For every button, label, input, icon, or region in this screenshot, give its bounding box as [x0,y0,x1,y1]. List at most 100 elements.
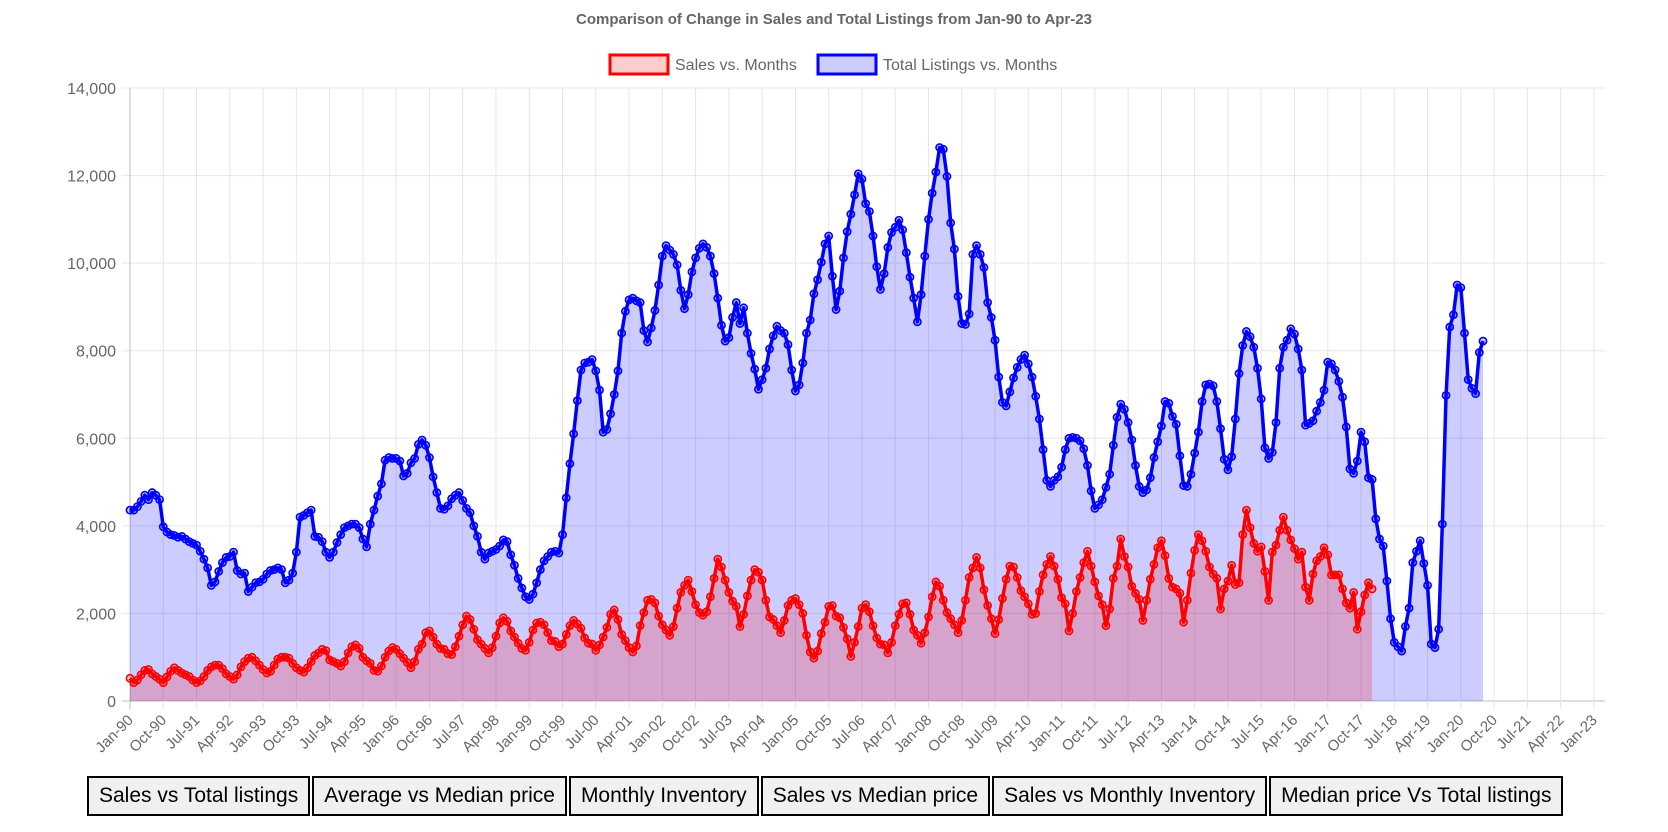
data-point[interactable] [1086,561,1096,571]
data-point[interactable] [986,313,996,322]
data-point[interactable] [1234,369,1244,378]
data-point[interactable] [1105,469,1115,479]
data-point[interactable] [1005,387,1015,397]
data-point[interactable] [717,320,726,330]
data-point[interactable] [842,634,852,644]
data-point[interactable] [1193,427,1203,437]
data-point[interactable] [1079,558,1089,568]
data-point[interactable] [535,565,545,575]
data-point[interactable] [1171,419,1181,429]
data-point[interactable] [1090,577,1100,587]
data-point[interactable] [365,658,375,668]
data-point[interactable] [1112,412,1122,422]
data-point[interactable] [839,623,848,632]
data-point[interactable] [428,472,438,482]
data-point[interactable] [1271,540,1281,550]
data-point[interactable] [495,541,505,551]
data-point[interactable] [1297,365,1307,375]
data-point[interactable] [1127,581,1137,591]
data-point[interactable] [1352,456,1362,466]
data-point[interactable] [687,267,697,277]
data-point[interactable] [1153,543,1163,553]
data-point[interactable] [155,495,164,504]
data-point[interactable] [432,488,442,497]
data-point[interactable] [595,385,604,395]
data-point[interactable] [532,578,542,588]
data-point[interactable] [628,647,638,657]
data-point[interactable] [961,320,970,329]
data-point[interactable] [558,639,567,649]
data-point[interactable] [539,620,549,630]
data-point[interactable] [1134,482,1144,491]
data-point[interactable] [1046,482,1055,491]
data-point[interactable] [1131,588,1140,598]
data-point[interactable] [879,269,889,279]
data-point[interactable] [1430,643,1440,652]
data-point[interactable] [454,488,464,497]
data-point[interactable] [469,521,479,531]
data-point[interactable] [373,491,383,501]
data-point[interactable] [277,565,286,575]
data-point[interactable] [890,222,900,232]
data-point[interactable] [983,601,993,610]
data-point[interactable] [1415,536,1425,546]
data-point[interactable] [528,625,538,635]
data-point[interactable] [192,540,201,550]
data-point[interactable] [1193,530,1203,540]
data-point[interactable] [861,199,871,208]
data-point[interactable] [617,328,627,338]
data-point[interactable] [1031,391,1041,401]
data-point[interactable] [1208,381,1218,391]
data-point[interactable] [1035,414,1044,424]
data-point[interactable] [465,508,475,518]
data-point[interactable] [920,251,930,261]
data-point[interactable] [1352,624,1362,634]
data-point[interactable] [953,628,963,638]
data-point[interactable] [1323,550,1333,560]
data-point[interactable] [240,568,249,578]
data-point[interactable] [417,639,427,649]
data-point[interactable] [521,645,530,655]
data-point[interactable] [717,562,726,572]
data-point[interactable] [802,630,811,640]
data-point[interactable] [787,365,797,375]
data-point[interactable] [1016,586,1026,596]
data-point[interactable] [1227,452,1237,462]
data-point[interactable] [665,630,675,640]
data-point[interactable] [938,144,948,154]
data-point[interactable] [506,550,516,560]
data-point[interactable] [1478,336,1488,346]
data-point[interactable] [946,218,956,228]
data-point[interactable] [672,603,682,613]
data-point[interactable] [1197,397,1207,406]
data-point[interactable] [1334,376,1344,386]
data-point[interactable] [1341,422,1351,432]
data-point[interactable] [1156,536,1166,546]
data-point[interactable] [890,621,900,631]
data-point[interactable] [639,608,649,617]
data-point[interactable] [1223,465,1233,475]
data-point[interactable] [1035,587,1044,596]
data-point[interactable] [1297,547,1307,557]
data-point[interactable] [731,602,741,611]
data-point[interactable] [1267,547,1277,557]
data-point[interactable] [731,298,741,307]
data-point[interactable] [1053,472,1063,482]
data-point[interactable] [613,366,623,376]
data-point[interactable] [1009,562,1018,572]
data-point[interactable] [288,568,298,578]
data-point[interactable] [949,620,959,630]
data-point[interactable] [1460,328,1469,338]
data-point[interactable] [487,643,497,652]
data-point[interactable] [827,601,837,610]
data-point[interactable] [328,547,338,557]
data-point[interactable] [961,595,970,605]
data-point[interactable] [1071,587,1081,596]
data-point[interactable] [1349,468,1359,478]
data-point[interactable] [458,496,468,505]
data-point[interactable] [1001,401,1011,411]
data-point[interactable] [1371,514,1381,524]
data-point[interactable] [1012,362,1022,372]
data-point[interactable] [798,609,808,618]
data-point[interactable] [340,657,349,666]
